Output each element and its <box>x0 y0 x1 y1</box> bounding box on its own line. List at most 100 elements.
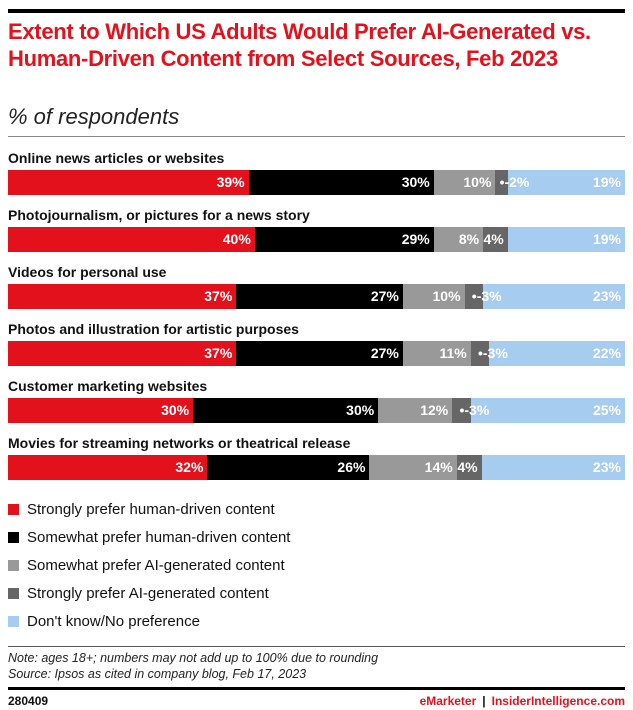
bar-segment: •-3% <box>452 398 489 423</box>
bar-segment: 22% <box>489 341 625 366</box>
bar-segment: 12% <box>378 398 453 423</box>
bar-segment: 37% <box>8 341 237 366</box>
data-label: 10% <box>463 174 492 190</box>
bar-segment: 23% <box>481 455 625 480</box>
legend-item: Strongly prefer human-driven content <box>8 501 275 518</box>
bar-segment: 32% <box>8 455 208 480</box>
bar-segment: 19% <box>507 227 625 252</box>
data-label: 19% <box>592 174 621 190</box>
legend-swatch <box>8 588 19 599</box>
data-label: 12% <box>420 402 449 418</box>
bar-segment: 29% <box>254 227 434 252</box>
brand: eMarketer | InsiderIntelligence.com <box>420 694 625 708</box>
legend-item: Somewhat prefer AI-generated content <box>8 557 285 574</box>
bar-segment: 19% <box>507 170 625 195</box>
data-label: 4% <box>483 231 504 247</box>
data-label: •-2% <box>499 174 530 190</box>
bar-segment: 10% <box>402 284 465 309</box>
data-label: •-3% <box>459 402 490 418</box>
bar-segment: 37% <box>8 284 237 309</box>
data-label: 23% <box>592 288 621 304</box>
data-label: 39% <box>216 174 245 190</box>
category-label: Customer marketing websites <box>8 378 208 394</box>
stacked-bar: 39% 30% 10% •-2% 19% <box>8 170 625 195</box>
legend-item: Strongly prefer AI-generated content <box>8 585 269 602</box>
top-rule <box>8 9 625 13</box>
source-text: Source: Ipsos as cited in company blog, … <box>8 667 307 681</box>
data-label: 30% <box>346 402 375 418</box>
data-label: 14% <box>424 459 453 475</box>
legend-swatch <box>8 616 19 627</box>
data-label: 37% <box>204 345 233 361</box>
chart-id: 280409 <box>8 694 49 708</box>
data-label: 11% <box>439 345 467 361</box>
stacked-bar: 40% 29% 8% 4% 19% <box>8 227 625 252</box>
data-label: 30% <box>161 402 190 418</box>
legend-label: Don't know/No preference <box>27 613 200 630</box>
bar-segment: 30% <box>8 398 194 423</box>
data-label: 10% <box>432 288 461 304</box>
bar-segment: 39% <box>8 170 249 195</box>
stacked-bar: 37% 27% 11% •-3% 22% <box>8 341 625 366</box>
data-label: 30% <box>401 174 430 190</box>
data-label: 40% <box>222 231 251 247</box>
data-label: 23% <box>592 459 621 475</box>
data-label: 29% <box>401 231 430 247</box>
data-label: 27% <box>370 288 399 304</box>
divider <box>8 646 625 647</box>
category-label: Movies for streaming networks or theatri… <box>8 435 351 451</box>
brand-separator: | <box>482 694 486 708</box>
stacked-bar: 32% 26% 14% 4% 23% <box>8 455 625 480</box>
data-label: 37% <box>204 288 233 304</box>
chart-title: Extent to Which US Adults Would Prefer A… <box>8 19 591 71</box>
bar-segment: 25% <box>470 398 625 423</box>
legend-item: Don't know/No preference <box>8 613 200 630</box>
note-text: Note: ages 18+; numbers may not add up t… <box>8 651 379 665</box>
stacked-bar: 30% 30% 12% •-3% 25% <box>8 398 625 423</box>
legend-swatch <box>8 532 19 543</box>
bar-segment: 8% <box>433 227 484 252</box>
legend-swatch <box>8 504 19 515</box>
bar-segment: 26% <box>207 455 370 480</box>
bar-segment: •-2% <box>495 170 529 195</box>
bar-segment: 10% <box>433 170 496 195</box>
data-label: 19% <box>592 231 621 247</box>
legend-label: Strongly prefer AI-generated content <box>27 585 269 602</box>
legend-label: Somewhat prefer human-driven content <box>27 529 291 546</box>
bar-segment: •-3% <box>464 284 502 309</box>
brand-emarketer: eMarketer <box>419 694 477 708</box>
chart-subtitle: % of respondents <box>8 104 180 129</box>
data-label: •-3% <box>471 288 502 304</box>
bar-segment: 23% <box>483 284 625 309</box>
data-label: •-3% <box>477 345 508 361</box>
data-label: 4% <box>457 459 478 475</box>
bar-segment: 4% <box>456 455 482 480</box>
legend-label: Somewhat prefer AI-generated content <box>27 557 285 574</box>
divider <box>8 136 625 137</box>
bar-segment: 11% <box>402 341 471 366</box>
legend-label: Strongly prefer human-driven content <box>27 501 275 518</box>
data-label: 27% <box>370 345 399 361</box>
bar-segment: 27% <box>236 284 403 309</box>
legend-item: Somewhat prefer human-driven content <box>8 529 290 546</box>
data-label: 26% <box>337 459 366 475</box>
bar-segment: 4% <box>483 227 508 252</box>
data-label: 22% <box>592 345 621 361</box>
data-label: 8% <box>458 231 480 247</box>
data-label: 25% <box>592 402 621 418</box>
bar-segment: 27% <box>236 341 403 366</box>
bar-segment: 14% <box>369 455 457 480</box>
bottom-rule <box>8 687 625 690</box>
bar-segment: 30% <box>193 398 379 423</box>
category-label: Videos for personal use <box>8 264 167 280</box>
data-label: 32% <box>175 459 204 475</box>
category-label: Online news articles or websites <box>8 150 225 166</box>
stacked-bar: 37% 27% 10% •-3% 23% <box>8 284 625 309</box>
category-label: Photos and illustration for artistic pur… <box>8 321 299 337</box>
legend-swatch <box>8 560 19 571</box>
category-label: Photojournalism, or pictures for a news … <box>8 207 310 223</box>
bar-segment: 30% <box>248 170 434 195</box>
brand-insiderintelligence: InsiderIntelligence.com <box>491 694 625 708</box>
bar-segment: •-3% <box>470 341 508 366</box>
